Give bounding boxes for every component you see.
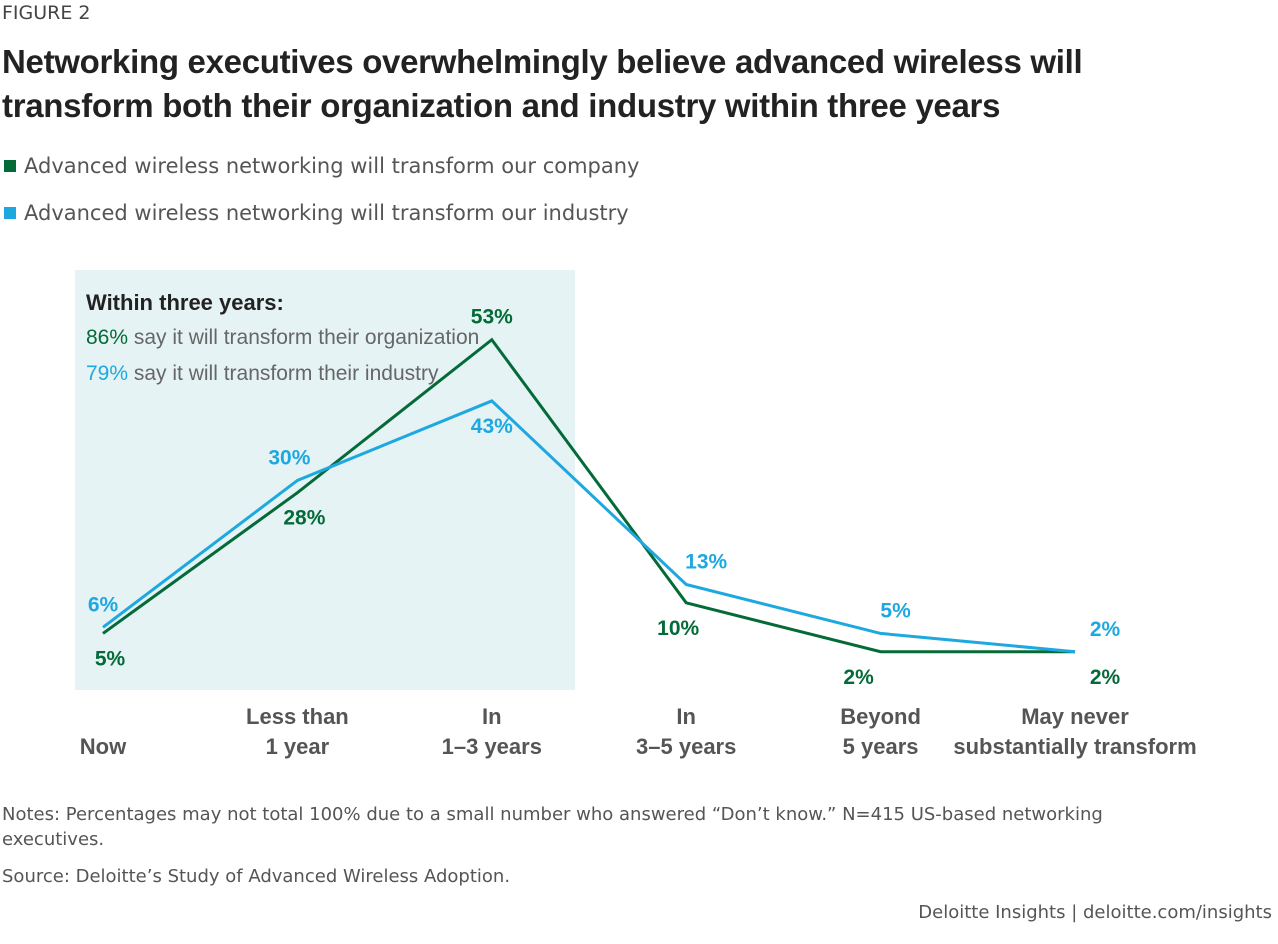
legend-swatch xyxy=(4,207,16,219)
legend-swatch xyxy=(4,160,16,172)
callout-line-2: 79% say it will transform their industry xyxy=(86,362,439,385)
callout-line-1: 86% say it will transform their organiza… xyxy=(86,326,479,349)
data-label: 30% xyxy=(268,446,310,469)
x-tick-label: Less than xyxy=(246,704,349,729)
data-label: 6% xyxy=(88,593,119,616)
data-label: 53% xyxy=(471,306,513,329)
legend-item-industry: Advanced wireless networking will transf… xyxy=(4,201,629,225)
callout-heading: Within three years: xyxy=(86,290,284,315)
data-label: 2% xyxy=(1090,666,1121,689)
x-tick-label: Now xyxy=(80,734,127,759)
data-label: 2% xyxy=(843,666,874,689)
callout-text: say it will transform their organization xyxy=(128,326,479,349)
series-line-0 xyxy=(102,337,1075,654)
x-tick-label: substantially transform xyxy=(953,734,1196,759)
figure-label: FIGURE 2 xyxy=(2,2,91,24)
x-tick-label: In xyxy=(482,704,502,729)
data-label: 5% xyxy=(95,647,126,670)
x-tick-label: 3–5 years xyxy=(636,734,736,759)
x-tick-label: 1–3 years xyxy=(442,734,542,759)
callout-text: say it will transform their industry xyxy=(128,362,439,385)
notes: Notes: Percentages may not total 100% du… xyxy=(2,804,1103,850)
data-label: 28% xyxy=(283,507,325,530)
source: Source: Deloitte’s Study of Advanced Wir… xyxy=(2,866,511,887)
x-tick-label: 1 year xyxy=(266,734,330,759)
series-line-1 xyxy=(102,399,1076,654)
data-label: 13% xyxy=(685,550,727,573)
chart-title: Networking executives overwhelmingly bel… xyxy=(2,43,1083,124)
legend-label: Advanced wireless networking will transf… xyxy=(24,154,640,178)
x-tick-label: Beyond xyxy=(840,704,921,729)
callout-value: 79% xyxy=(86,362,128,385)
footer-credit: Deloitte Insights | deloitte.com/insight… xyxy=(918,902,1272,923)
callout-value: 86% xyxy=(86,326,128,349)
x-tick-label: In xyxy=(676,704,696,729)
x-tick-label: 5 years xyxy=(843,734,919,759)
data-label: 10% xyxy=(657,617,699,640)
line-chart: Within three years: 86% say it will tran… xyxy=(75,270,1197,759)
legend-item-company: Advanced wireless networking will transf… xyxy=(4,154,639,178)
data-label: 5% xyxy=(880,599,911,622)
legend-label: Advanced wireless networking will transf… xyxy=(24,201,629,225)
data-label: 2% xyxy=(1090,618,1121,641)
x-tick-label: May never xyxy=(1021,704,1129,729)
data-label: 43% xyxy=(471,415,513,438)
